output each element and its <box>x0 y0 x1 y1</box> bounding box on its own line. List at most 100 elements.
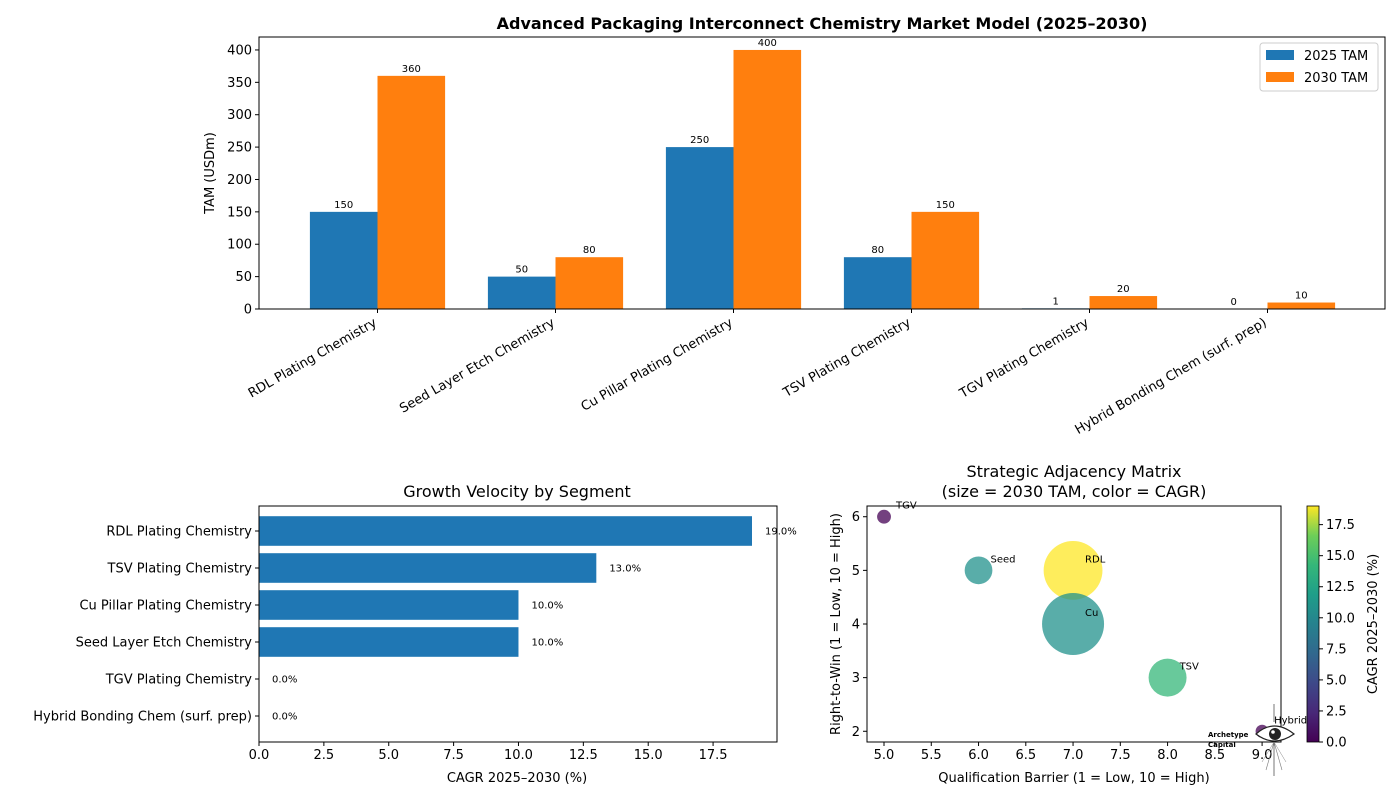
tam-x-tick-label-seed-layer-etch-chemistry: Seed Layer Etch Chemistry <box>397 315 557 416</box>
tam-y-axis: 0 50 100 150 200 250 300 350 400 <box>227 43 259 318</box>
tam-bar-2025-cu-pillar-plating-chemistry <box>665 147 734 309</box>
cagr-x-axis-label: CAGR 2025–2030 (%) <box>447 771 587 786</box>
tam-y-tick-label: 150 <box>227 205 252 220</box>
tam-bar-label-2030-rdl-plating-chemistry: 360 <box>402 64 421 75</box>
colorbar-tick-label: 2.5 <box>1326 704 1347 719</box>
matrix-x-axis: 5.0 5.5 6.0 6.5 7.0 7.5 8.0 8.5 9.0 <box>874 742 1273 763</box>
cagr-y-tick-label-hybrid-bonding-chem-surf-prep: Hybrid Bonding Chem (surf. prep) <box>33 710 252 725</box>
tam-bar-label-2030-tsv-plating-chemistry: 150 <box>936 200 955 211</box>
cagr-x-tick-label: 15.0 <box>634 748 663 763</box>
cagr-chart-title: Growth Velocity by Segment <box>403 482 631 501</box>
matrix-y-tick-label: 6 <box>852 510 860 525</box>
cagr-x-tick-label: 2.5 <box>314 748 335 763</box>
archetype-capital-logo: Archetype Capital <box>1208 704 1296 776</box>
matrix-x-axis-label: Qualification Barrier (1 = Low, 10 = Hig… <box>938 771 1209 786</box>
tam-y-tick-label: 250 <box>227 141 252 156</box>
tam-y-tick-label: 50 <box>235 270 252 285</box>
cagr-hbar-chart: Growth Velocity by Segment 19.0% 13.0% 10.… <box>33 482 797 786</box>
tam-bar-label-2025-hybrid-bonding-chem-surf-prep: 0 <box>1231 297 1237 308</box>
tam-y-tick-label: 0 <box>244 303 252 318</box>
cagr-x-tick-label: 10.0 <box>504 748 533 763</box>
tam-bar-chart: Advanced Packaging Interconnect Chemistr… <box>203 14 1386 438</box>
matrix-x-tick-label: 7.5 <box>1110 748 1131 763</box>
cagr-y-tick-label-tgv-plating-chemistry: TGV Plating Chemistry <box>105 673 253 688</box>
tam-bar-2025-tsv-plating-chemistry <box>843 257 912 309</box>
matrix-x-tick-label: 6.0 <box>968 748 989 763</box>
legend-swatch-2025 <box>1266 50 1294 60</box>
matrix-x-tick-label: 9.0 <box>1252 748 1273 763</box>
tam-bar-label-2025-seed-layer-etch-chemistry: 50 <box>515 265 528 276</box>
cagr-y-tick-label-rdl-plating-chemistry: RDL Plating Chemistry <box>106 525 252 540</box>
cagr-y-tick-label-cu-pillar-plating-chemistry: Cu Pillar Plating Chemistry <box>79 599 252 614</box>
tam-x-axis: RDL Plating Chemistry Seed Layer Etch Che… <box>246 309 1270 438</box>
matrix-y-axis-label: Right-to-Win (1 = Low, 10 = High) <box>829 513 844 735</box>
cagr-bar-label-rdl-plating-chemistry: 19.0% <box>765 527 797 538</box>
tam-bar-2030-rdl-plating-chemistry <box>377 75 446 309</box>
colorbar-tick-label: 12.5 <box>1326 580 1355 595</box>
tam-chart-title: Advanced Packaging Interconnect Chemistr… <box>497 14 1148 33</box>
cagr-bar-label-tsv-plating-chemistry: 13.0% <box>609 564 641 575</box>
tam-x-tick-label-tgv-plating-chemistry: TGV Plating Chemistry <box>956 315 1091 402</box>
tam-bar-label-2030-hybrid-bonding-chem-surf-prep: 10 <box>1295 291 1308 302</box>
cagr-bar-rdl-plating-chemistry <box>259 516 752 546</box>
matrix-x-tick-label: 7.0 <box>1063 748 1084 763</box>
tam-x-tick-label-rdl-plating-chemistry: RDL Plating Chemistry <box>246 315 380 401</box>
colorbar <box>1306 505 1320 743</box>
tam-bar-label-2030-tgv-plating-chemistry: 20 <box>1117 284 1130 295</box>
tam-bar-2030-cu-pillar-plating-chemistry <box>733 49 802 309</box>
tam-bar-label-2030-seed-layer-etch-chemistry: 80 <box>583 245 596 256</box>
colorbar-tick-label: 17.5 <box>1326 518 1355 533</box>
colorbar-label: CAGR 2025–2030 (%) <box>1366 554 1381 694</box>
legend-label-2025: 2025 TAM <box>1304 49 1368 64</box>
tam-bar-2030-tgv-plating-chemistry <box>1089 296 1158 309</box>
matrix-x-tick-label: 8.0 <box>1157 748 1178 763</box>
tam-bar-label-2025-tgv-plating-chemistry: 1 <box>1053 296 1059 307</box>
tam-y-tick-label: 200 <box>227 173 252 188</box>
matrix-bubble-cu <box>1042 593 1105 655</box>
colorbar-tick-label: 7.5 <box>1326 642 1347 657</box>
tam-x-tick-label-hybrid-bonding-chem-surf-prep: Hybrid Bonding Chem (surf. prep) <box>1073 315 1270 437</box>
matrix-chart-title: Strategic Adjacency Matrix <box>967 462 1182 481</box>
tam-y-tick-label: 400 <box>227 43 252 58</box>
matrix-bubble-label-rdl: RDL <box>1085 554 1106 565</box>
adjacency-matrix-chart: Strategic Adjacency Matrix (size = 2030 … <box>829 462 1381 786</box>
matrix-x-tick-label: 8.5 <box>1204 748 1225 763</box>
tam-bars-group: 150 360 50 80 250 400 80 150 1 20 0 10 <box>309 38 1336 309</box>
matrix-bubble-tgv <box>877 509 891 524</box>
cagr-y-tick-label-tsv-plating-chemistry: TSV Plating Chemistry <box>107 562 253 577</box>
logo-text-line2: Capital <box>1208 741 1236 749</box>
cagr-bar-label-cu-pillar-plating-chemistry: 10.0% <box>531 601 563 612</box>
matrix-x-tick-label: 6.5 <box>1015 748 1036 763</box>
tam-y-tick-label: 100 <box>227 238 252 253</box>
cagr-y-axis: RDL Plating Chemistry TSV Plating Chemist… <box>33 525 259 725</box>
matrix-x-tick-label: 5.5 <box>921 748 942 763</box>
cagr-bar-label-hybrid-bonding-chem-surf-prep: 0.0% <box>272 712 297 723</box>
matrix-x-tick-label: 5.0 <box>874 748 895 763</box>
tam-plot-frame <box>258 36 1386 310</box>
cagr-x-tick-label: 5.0 <box>378 748 399 763</box>
colorbar-axis: 0.0 2.5 5.0 7.5 10.0 12.5 15.0 17.5 <box>1319 518 1355 751</box>
matrix-bubble-label-tsv: TSV <box>1179 662 1199 673</box>
cagr-y-tick-label-seed-layer-etch-chemistry: Seed Layer Etch Chemistry <box>76 636 253 651</box>
colorbar-tick-label: 5.0 <box>1326 673 1347 688</box>
eye-icon <box>1255 704 1296 776</box>
tam-bar-2030-tsv-plating-chemistry <box>911 211 980 309</box>
tam-bar-label-2025-tsv-plating-chemistry: 80 <box>871 245 884 256</box>
cagr-x-tick-label: 17.5 <box>699 748 728 763</box>
matrix-bubble-label-hybrid: Hybrid <box>1274 715 1307 726</box>
matrix-bubble-seed <box>964 556 993 585</box>
matrix-chart-subtitle: (size = 2030 TAM, color = CAGR) <box>942 482 1207 501</box>
tam-y-axis-label: TAM (USDm) <box>203 132 218 215</box>
matrix-y-axis: 2 3 4 5 6 <box>852 510 867 740</box>
cagr-bar-label-tgv-plating-chemistry: 0.0% <box>272 675 297 686</box>
tam-bar-2030-hybrid-bonding-chem-surf-prep <box>1267 302 1336 309</box>
cagr-bar-seed-layer-etch-chemistry <box>259 627 519 657</box>
legend-label-2030: 2030 TAM <box>1304 71 1368 86</box>
matrix-bubble-tsv <box>1148 658 1187 697</box>
cagr-x-tick-label: 12.5 <box>569 748 598 763</box>
colorbar-tick-label: 0.0 <box>1326 736 1347 751</box>
tam-y-tick-label: 300 <box>227 108 252 123</box>
tam-bar-2025-rdl-plating-chemistry <box>309 211 378 309</box>
